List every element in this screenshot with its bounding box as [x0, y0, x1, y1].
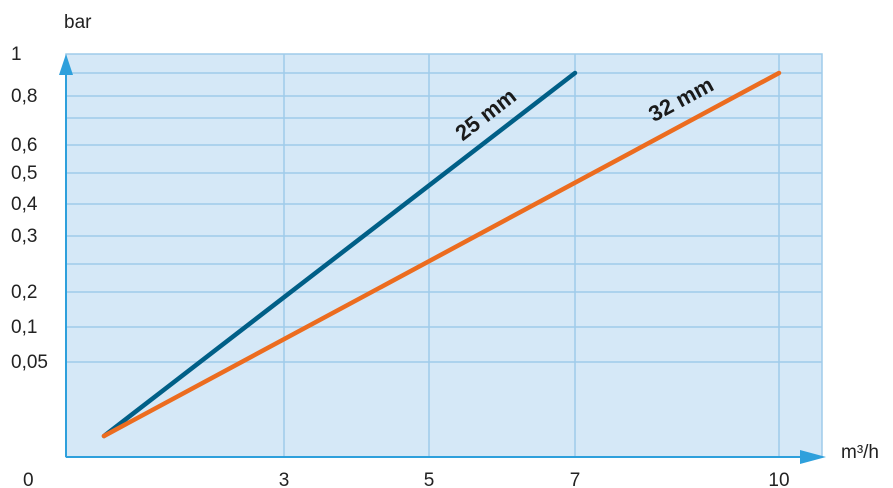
series-line — [101, 70, 578, 439]
y-tick-label: 0,1 — [11, 317, 37, 338]
x-tick-label: 3 — [279, 470, 290, 488]
series-lines — [101, 70, 782, 439]
y-tick-label: 0,6 — [11, 135, 37, 156]
y-axis-arrow-icon — [59, 54, 73, 75]
y-tick-label: 1 — [11, 44, 22, 65]
y-tick-label: 0,2 — [11, 282, 37, 303]
horizontal-gridlines — [66, 72, 822, 363]
vertical-gridlines — [283, 54, 780, 457]
y-axis-unit-label: bar — [64, 12, 92, 33]
y-axis — [59, 54, 73, 457]
y-tick-label: 0,3 — [11, 226, 37, 247]
x-axis-unit-label: m³/h — [841, 442, 879, 463]
x-axis — [66, 450, 826, 464]
x-tick-label: 5 — [424, 470, 435, 488]
y-tick-label: 0,8 — [11, 86, 37, 107]
x-tick-labels: 3 5 7 10 — [279, 470, 790, 488]
y-tick-label: 0,5 — [11, 163, 37, 184]
y-tick-labels: 1 0,8 0,6 0,5 0,4 0,3 0,2 0,1 0,05 — [11, 44, 48, 373]
series-line — [101, 70, 782, 439]
y-tick-label: 0,05 — [11, 352, 48, 373]
x-tick-label: 10 — [768, 470, 789, 488]
x-origin-label: 0 — [23, 470, 34, 488]
x-tick-label: 7 — [570, 470, 581, 488]
y-tick-label: 0,4 — [11, 194, 38, 215]
x-axis-arrow-icon — [800, 450, 826, 464]
